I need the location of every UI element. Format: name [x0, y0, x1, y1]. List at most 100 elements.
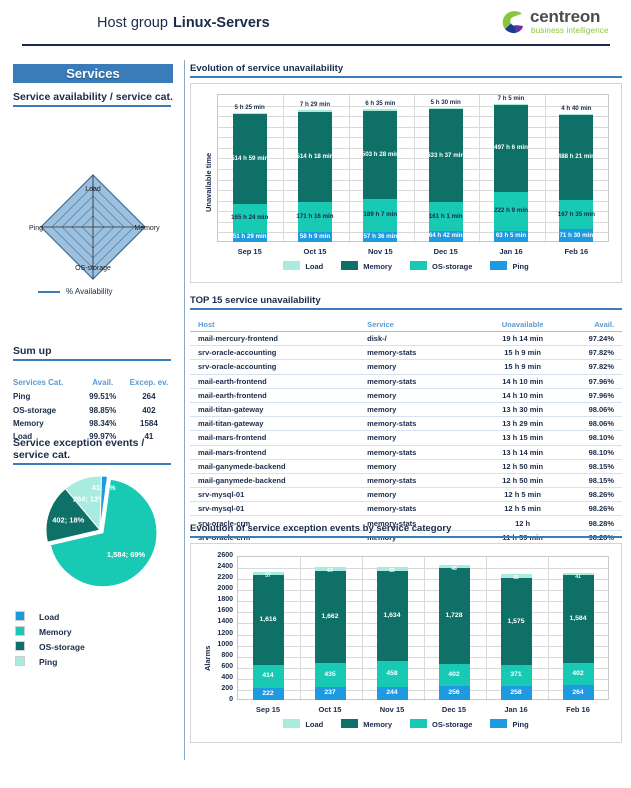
legend-label: Memory [363, 262, 392, 271]
cell-cat: Ping [13, 392, 31, 402]
legend-label: Ping [512, 262, 529, 271]
bar-value-label: 57 h 36 min [363, 232, 398, 240]
bar-segment-ping [562, 685, 594, 700]
cell-service: memory [367, 430, 480, 446]
bar-value-label: 414 [262, 672, 274, 680]
cell-unavailable: 12 h 5 min [479, 487, 566, 503]
hostgroup-label: Host group [97, 15, 168, 31]
cell-unavailable: 13 h 14 min [479, 445, 566, 460]
bar-value-label: 7 h 29 min [299, 101, 331, 109]
cell-unavailable: 13 h 15 min [479, 430, 566, 446]
radar-label-os-storage: OS-storage [75, 265, 111, 272]
bar-segment-load [562, 573, 594, 576]
bar-segment-ping [428, 230, 463, 242]
cell-avail: 99.51% [89, 392, 117, 402]
bar-value-label: 7 h 5 min [497, 94, 525, 102]
cell-avail: 98.26% [565, 487, 622, 503]
bar-value-label: 6 h 35 min [365, 100, 396, 108]
bar-value-label: 237 [324, 689, 336, 697]
bar-column: 244 458 1,634 59 [376, 556, 408, 700]
cell-service: disk-/ [367, 331, 480, 347]
bar-segment-load [314, 567, 346, 571]
cell-service: memory [367, 487, 480, 503]
col-avail: Avail. [92, 378, 114, 387]
centreon-logo-icon [502, 11, 523, 34]
bar-value-label: 41 [575, 573, 581, 580]
bar-segment-memory [376, 570, 408, 662]
bar-value-label: 256 [448, 688, 460, 696]
y-axis-tick: 0 [229, 696, 233, 703]
cell-avail: 98.34% [89, 418, 117, 428]
bar-segment-load [428, 108, 463, 109]
heading-underline [13, 359, 171, 361]
cell-unavailable: 15 h 9 min [479, 345, 566, 361]
bar-value-label: 1,616 [259, 616, 277, 624]
legend-item: Load [283, 261, 323, 271]
gridline [218, 116, 608, 118]
heading-underline [190, 536, 622, 538]
legend-item: Load [15, 610, 175, 625]
y-axis-title: Unavailable time [204, 153, 213, 213]
bar-segment-osstorage [363, 198, 398, 232]
radar-legend-label: % Availability [66, 287, 113, 296]
bar-value-label: 503 h 28 min [361, 150, 399, 158]
cell-avail: 97.96% [565, 388, 622, 403]
legend-swatch [341, 261, 359, 270]
gridline [238, 645, 608, 647]
chart-legend: Load Memory OS-storage Ping [191, 719, 621, 729]
cell-cat: Load [13, 432, 33, 442]
page-header: Host group Linux-Servers centreon busines… [0, 0, 631, 48]
bar-value-label: 402 [572, 670, 584, 678]
bar-value-label: 1,728 [445, 611, 463, 619]
gridline [218, 169, 608, 170]
cell-service: memory-stats [367, 374, 480, 389]
x-axis-tick: Feb 16 [564, 247, 589, 256]
gridline [218, 232, 608, 234]
cell-unavailable: 12 h 5 min [479, 501, 566, 517]
gridline [218, 158, 608, 160]
bar-value-label: 189 h 7 min [363, 211, 398, 219]
gridline [238, 634, 608, 636]
top15-title: TOP 15 service unavailability [190, 295, 321, 306]
bar-segment-memory [500, 577, 532, 666]
bar-value-label: 514 h 18 min [296, 152, 334, 160]
bar-segment-load [559, 113, 594, 115]
pie-slice-load [99, 475, 109, 531]
table-row: mail-ganymede-backend memory 12 h 50 min 98… [190, 459, 622, 474]
table-row: mail-ganymede-backend memory-stats 12 h 50… [190, 473, 622, 489]
legend-label: Load [39, 612, 60, 622]
legend-label: Memory [39, 627, 72, 637]
table-row: Load 99.97% 41 [13, 430, 176, 443]
cell-unavailable: 12 h 50 min [479, 473, 566, 489]
cell-service: memory [367, 402, 480, 418]
bar-value-label: 1,662 [321, 612, 339, 620]
gridline [218, 147, 608, 149]
cell-host: srv-mysql-01 [190, 501, 368, 517]
pie-slice-memory [49, 478, 158, 588]
y-axis-tick: 800 [221, 651, 233, 659]
cell-host: srv-oracle-crm [190, 515, 368, 531]
table-row: mail-titan-gateway memory-stats 13 h 29 mi… [190, 416, 622, 432]
exception-events-section: Evolution of service exception events by… [190, 523, 622, 538]
bar-column: 51 h 29 min 165 h 24 min 514 h 59 min 5 h 2… [231, 94, 268, 242]
legend-swatch [490, 261, 508, 270]
cell-unavailable: 14 h 10 min [479, 388, 566, 403]
gridline [218, 126, 608, 128]
table-row: srv-oracle-accounting memory 15 h 9 min 97.… [190, 359, 622, 375]
y-axis-tick: 200 [221, 684, 233, 692]
bar-value-label: 514 h 59 min [231, 154, 269, 162]
pie-slice-label: 264; 12% [73, 494, 105, 503]
availability-radar-chart: Load Memory OS-storage Ping [8, 165, 178, 285]
gridline [238, 656, 608, 658]
cell-unavailable: 13 h 29 min [479, 416, 566, 432]
cell-service: memory [367, 459, 480, 474]
bar-segment-memory [438, 567, 470, 664]
cell-service: memory [367, 359, 480, 375]
bar-value-label: 4 h 40 min [561, 104, 592, 112]
bar-segment-ping [559, 229, 594, 242]
gridline [238, 579, 608, 581]
bar-segment-osstorage [314, 662, 346, 687]
bar-segment-osstorage [500, 665, 532, 686]
cell-unavailable: 19 h 14 min [479, 331, 566, 347]
legend-label: Load [305, 720, 324, 729]
